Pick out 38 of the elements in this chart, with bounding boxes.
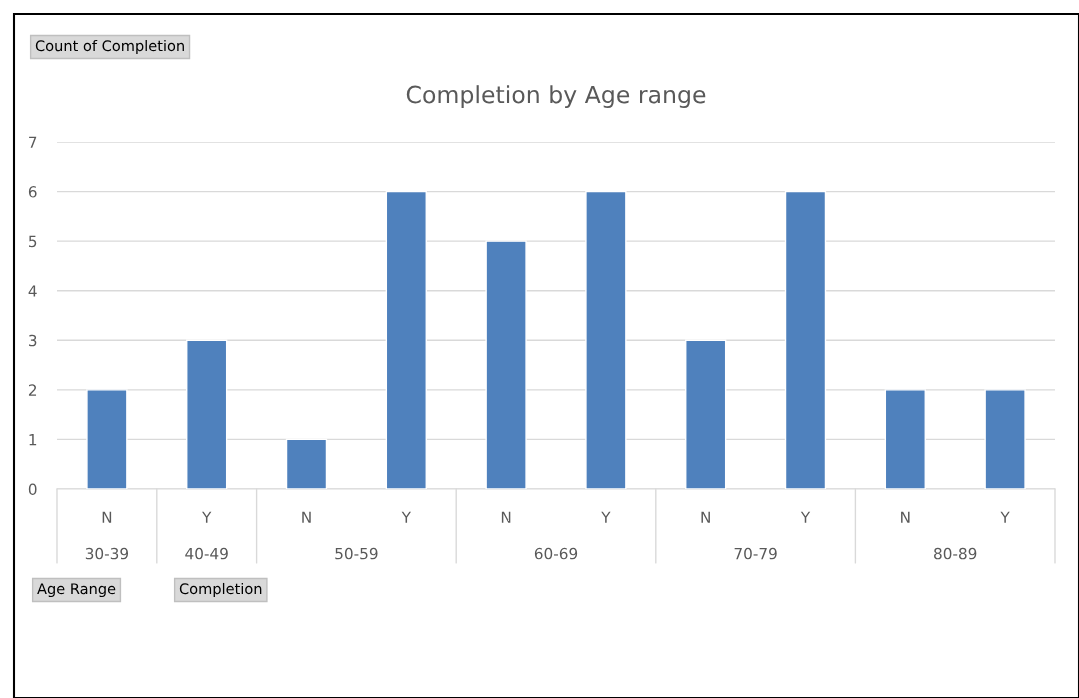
y-tick-label: 5 [29,235,37,248]
x-tick-label: Y [202,511,212,523]
y-tick-label: 7 [29,136,37,148]
text: 60-69 [534,547,578,560]
x-tick-label: Y [401,511,411,523]
y-tick-label: 4 [28,285,37,297]
bar [984,389,1026,489]
bar [585,190,627,489]
bar [884,389,926,489]
bar [385,190,427,489]
text: Age Range [37,583,116,598]
bar [485,240,527,489]
y-tick-label: 1 [29,434,37,446]
x-tick-label: N [302,511,311,523]
bar [685,339,727,489]
bar [186,339,228,489]
text: 30-39 [85,547,129,560]
x-tick-label: Y [601,511,611,523]
bar [784,190,827,489]
chart-title: Completion by Age range [406,85,706,109]
text: 70-79 [734,547,777,560]
text: Completion [179,582,262,598]
x-tick-label: Y [800,511,811,523]
y-tick-label: 6 [28,186,37,198]
x-tick-label: N [501,511,511,523]
bar [285,438,328,489]
bar [86,389,128,489]
x-tick-label: N [701,511,710,523]
y-tick-label: 2 [28,384,37,396]
text: 80-89 [934,547,977,560]
text: Count of Completion [35,39,184,55]
y-tick-label: 3 [29,334,37,347]
text: 40-49 [185,547,228,560]
x-tick-label: N [102,511,112,523]
text: 50-59 [335,547,378,560]
x-tick-label: Y [1000,511,1010,523]
x-tick-label: N [901,511,910,523]
y-tick-label: 0 [28,483,37,496]
